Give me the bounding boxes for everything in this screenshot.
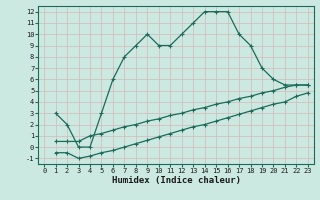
X-axis label: Humidex (Indice chaleur): Humidex (Indice chaleur) — [111, 176, 241, 185]
